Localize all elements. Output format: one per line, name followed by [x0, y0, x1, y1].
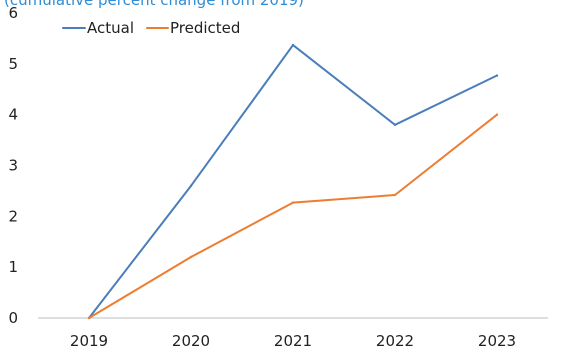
legend-item-predicted: Predicted: [146, 19, 240, 37]
x-tick-label: 2021: [274, 332, 312, 350]
series-point-actual: [291, 43, 295, 47]
y-tick-label: 6: [8, 4, 18, 22]
y-tick-label: 1: [8, 258, 18, 276]
y-tick-label: 0: [8, 309, 18, 327]
y-tick-label: 4: [8, 106, 18, 124]
legend-label-actual: Actual: [87, 19, 134, 37]
series-point-actual: [495, 74, 499, 77]
x-tick-label: 2019: [70, 332, 108, 350]
x-tick-label: 2023: [478, 332, 516, 350]
series-point-actual: [393, 123, 397, 127]
series-line-predicted: [88, 113, 498, 319]
series-point-predicted: [291, 201, 295, 204]
y-tick-label: 5: [8, 55, 18, 73]
series-point-predicted: [189, 255, 193, 259]
y-tick-label: 3: [8, 157, 18, 175]
legend-item-actual: Actual: [62, 19, 134, 37]
x-tick-label: 2020: [172, 332, 210, 350]
legend: Actual Predicted: [62, 19, 240, 37]
y-tick-label: 2: [8, 207, 18, 225]
legend-label-predicted: Predicted: [170, 19, 240, 37]
series-point-predicted: [393, 193, 397, 197]
series-layer: [87, 43, 499, 320]
header-fragment-layer: (cumulative percent change from 2019): [4, 0, 304, 9]
series-point-actual: [189, 184, 193, 188]
series-point-predicted: [495, 113, 499, 116]
chart-header-fragment: (cumulative percent change from 2019): [4, 0, 304, 9]
y-axis-tick-labels: 0 1 2 3 4 5 6: [8, 4, 18, 327]
series-point-predicted: [87, 316, 91, 320]
x-axis-tick-labels: 2019 2020 2021 2022 2023: [70, 332, 516, 350]
x-tick-label: 2022: [376, 332, 414, 350]
series-line-actual: [88, 44, 498, 319]
